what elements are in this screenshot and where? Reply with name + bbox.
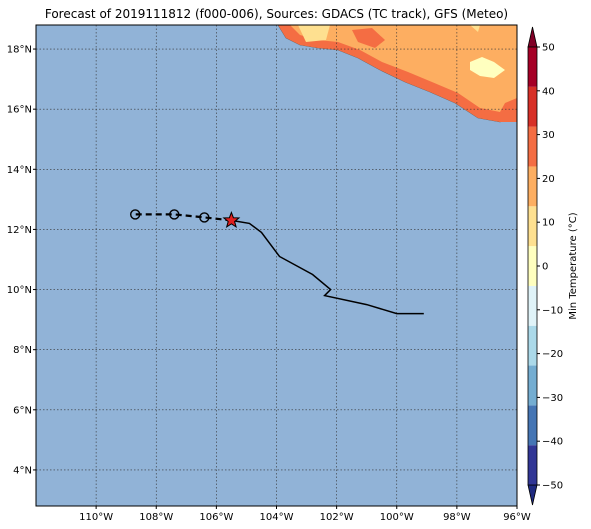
colorbar-tick-label: 10 bbox=[542, 218, 555, 229]
colorbar-tick-label: 30 bbox=[542, 130, 555, 141]
forecast-point-marker bbox=[130, 209, 141, 220]
ocean-fill bbox=[36, 25, 517, 506]
y-tick-label: 8°N bbox=[13, 345, 32, 356]
colorbar-label: Min Temperature (°C) bbox=[568, 212, 579, 319]
x-tick-label: 102°W bbox=[320, 512, 354, 523]
x-tick-label: 98°W bbox=[443, 512, 471, 523]
land-mild-patch-2 bbox=[470, 25, 480, 32]
x-tick-label: 110°W bbox=[79, 512, 113, 523]
colorbar-tick-label: 20 bbox=[542, 174, 555, 185]
y-tick-label: 6°N bbox=[13, 405, 32, 416]
colorbar-tick-label: −30 bbox=[542, 393, 563, 404]
colorbar-segment bbox=[528, 365, 537, 406]
colorbar-segment bbox=[528, 47, 537, 87]
colorbar-segment bbox=[528, 86, 537, 127]
colorbar-tick-label: 40 bbox=[542, 86, 555, 97]
x-tick-label: 100°W bbox=[380, 512, 414, 523]
colorbar-segment bbox=[528, 246, 537, 286]
x-tick-label: 104°W bbox=[260, 512, 294, 523]
colorbar-over-extension bbox=[527, 26, 538, 48]
y-tick-label: 16°N bbox=[7, 105, 32, 116]
colorbar: −50 −40 −30 −20 −10 0 10 20 30 40 50 Min Temperatur… bbox=[527, 26, 579, 506]
colorbar-tick-label: −10 bbox=[542, 305, 563, 316]
past-track-line bbox=[231, 219, 424, 315]
colorbar-segment bbox=[528, 285, 537, 326]
map-title: Forecast of 2019111812 (f000-006), Sourc… bbox=[44, 7, 509, 21]
colorbar-segment bbox=[528, 126, 537, 167]
y-tick-label: 18°N bbox=[7, 45, 32, 56]
longitude-ticks: 110°W 108°W 106°W 104°W 102°W 100°W 98°W 96°W bbox=[79, 506, 531, 523]
y-tick-label: 12°N bbox=[7, 225, 32, 236]
colorbar-under-extension bbox=[527, 484, 538, 506]
colorbar-tick-label: 50 bbox=[542, 43, 555, 54]
y-tick-label: 10°N bbox=[7, 285, 32, 296]
colorbar-segment bbox=[528, 405, 537, 446]
colorbar-segment bbox=[528, 445, 537, 485]
tc-track bbox=[130, 209, 424, 315]
land-cool-patch bbox=[470, 57, 505, 78]
colorbar-tick-label: 0 bbox=[542, 262, 548, 273]
current-position-star bbox=[222, 210, 241, 229]
colorbar-segment bbox=[528, 325, 537, 366]
colorbar-segment bbox=[528, 166, 537, 207]
colorbar-segment bbox=[528, 206, 537, 247]
land-hot-patch bbox=[352, 28, 385, 48]
y-tick-label: 14°N bbox=[7, 165, 32, 176]
colorbar-tick-label: −40 bbox=[542, 437, 563, 448]
forecast-point-marker bbox=[199, 212, 210, 223]
y-tick-label: 4°N bbox=[13, 465, 32, 476]
x-tick-label: 106°W bbox=[199, 512, 233, 523]
colorbar-tick-label: −20 bbox=[542, 349, 563, 360]
x-tick-label: 108°W bbox=[139, 512, 173, 523]
map-area bbox=[36, 25, 517, 506]
land-mild-patch bbox=[298, 25, 330, 42]
latitude-ticks: 4°N 6°N 8°N 10°N 12°N 14°N 16°N 18°N bbox=[7, 45, 36, 476]
forecast-point-marker bbox=[169, 209, 180, 220]
forecast-track-line bbox=[135, 213, 232, 222]
colorbar-tick-label: −50 bbox=[542, 481, 563, 492]
x-tick-label: 96°W bbox=[503, 512, 531, 523]
